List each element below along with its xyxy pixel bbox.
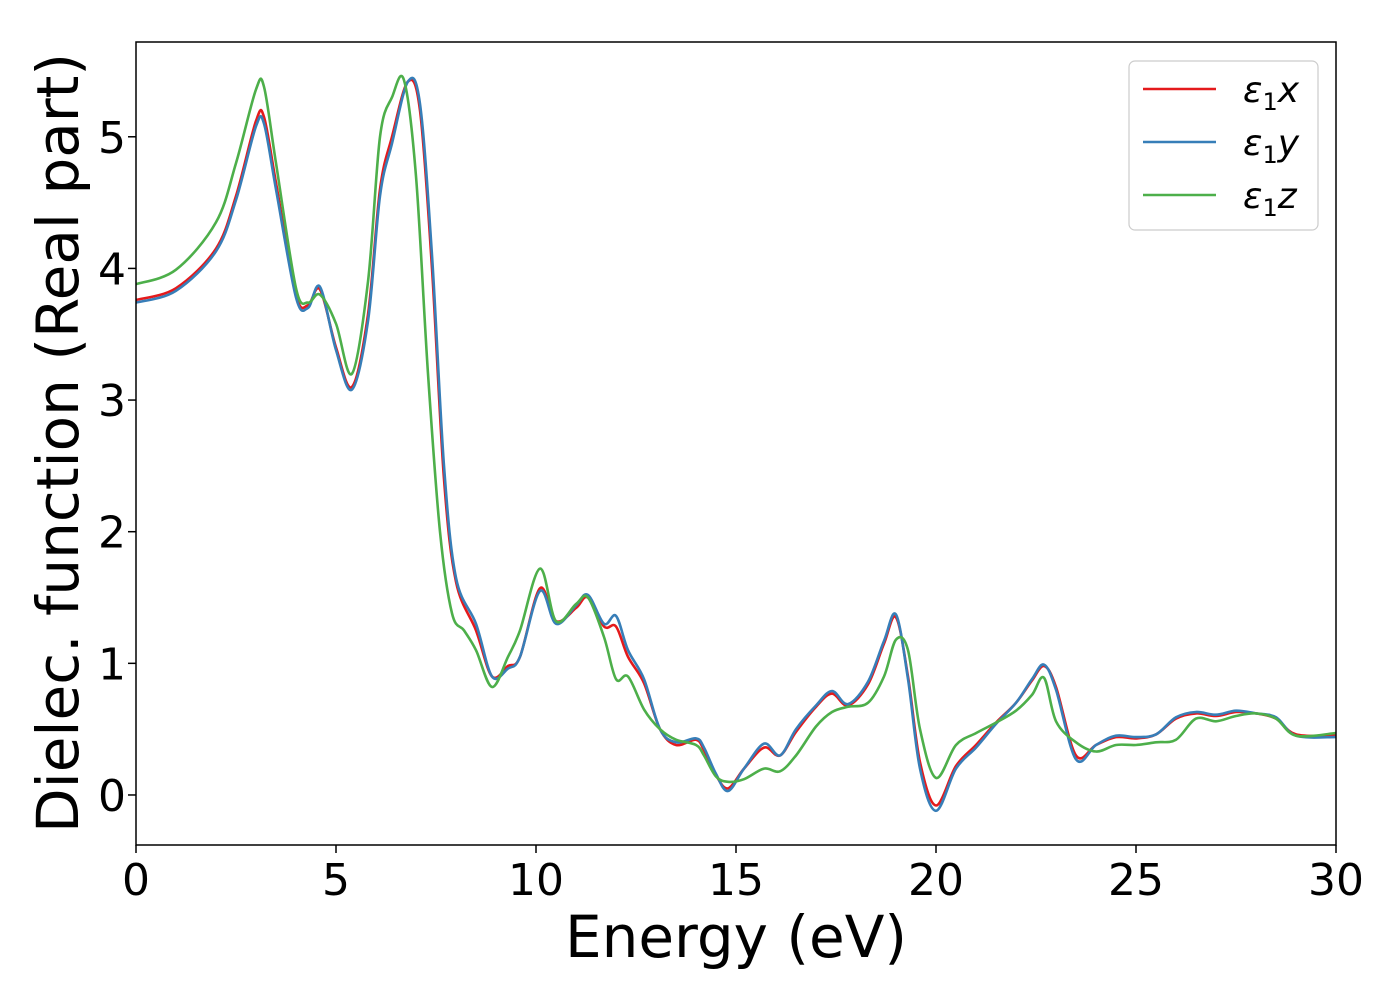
y-tick-label: 1 xyxy=(98,639,126,690)
x-tick-label: 30 xyxy=(1308,855,1364,906)
y-axis-ticks: 0 1 2 3 4 5 xyxy=(98,113,136,822)
x-tick-label: 5 xyxy=(322,855,350,906)
y-tick-label: 0 xyxy=(98,771,126,822)
legend-label: ε1y xyxy=(1243,123,1300,169)
legend-label: ε1x xyxy=(1243,70,1300,116)
legend-item-z: ε1z xyxy=(1143,176,1298,222)
x-tick-label: 15 xyxy=(708,855,764,906)
series-line-z xyxy=(135,74,1337,784)
x-axis-ticks: 0 5 10 15 20 25 30 xyxy=(122,845,1364,906)
x-tick-label: 0 xyxy=(122,855,150,906)
legend-item-y: ε1y xyxy=(1143,123,1300,169)
y-tick-label: 4 xyxy=(98,244,126,295)
y-tick-label: 3 xyxy=(98,376,126,427)
series-layer xyxy=(135,74,1337,813)
legend-label: ε1z xyxy=(1243,176,1298,222)
x-tick-label: 25 xyxy=(1108,855,1164,906)
y-tick-label: 5 xyxy=(98,113,126,164)
series-line-y xyxy=(135,76,1337,813)
y-axis-title: Dielec. function (Real part) xyxy=(24,53,92,833)
x-tick-label: 10 xyxy=(508,855,564,906)
y-tick-label: 2 xyxy=(98,508,126,559)
legend: ε1x ε1y ε1z xyxy=(1128,60,1319,231)
legend-item-x: ε1x xyxy=(1143,70,1300,116)
x-tick-label: 20 xyxy=(908,855,964,906)
x-axis-title: Energy (eV) xyxy=(565,903,907,971)
legend-box xyxy=(1128,60,1319,231)
